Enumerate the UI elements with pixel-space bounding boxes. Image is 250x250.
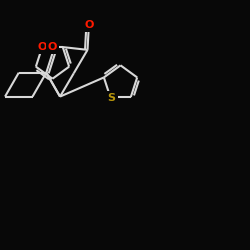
- Text: O: O: [48, 42, 57, 52]
- Text: S: S: [108, 93, 116, 103]
- Text: O: O: [38, 42, 47, 52]
- Text: O: O: [84, 20, 94, 30]
